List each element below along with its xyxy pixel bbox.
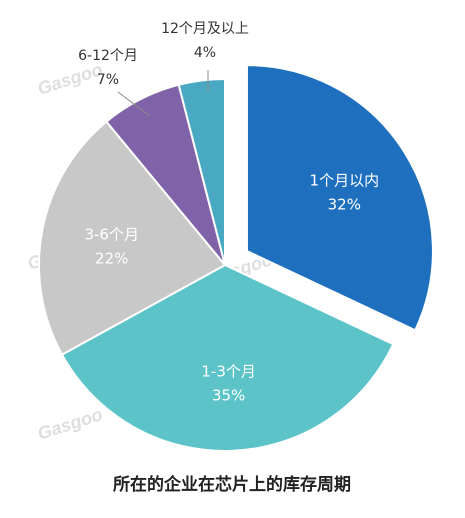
slice-category-label: 12个月及以上 [161,21,249,37]
pie-slice [60,263,395,452]
pie-slice [245,64,434,332]
slice-category-label: 6-12个月 [78,48,138,64]
slice-category-label: 3-6个月 [84,225,139,243]
watermark-text: Gasgoo [35,404,105,444]
slice-value-label: 22% [95,249,128,267]
leader-lines [117,70,209,117]
watermark-text: Gasgoo [35,59,105,99]
slice-value-label: 7% [97,72,119,88]
slice-labels: 1个月以内 32% 1-3个月 35% 3-6个月 22% 6-12个月 7% 12个月及以上 4… [78,21,379,404]
slice-category-label: 1-3个月 [201,362,256,380]
chart-title: 所在的企业在芯片上的库存周期 [113,474,351,495]
slice-value-label: 4% [194,45,216,61]
pie-slice [177,77,226,266]
leader-line [117,91,151,117]
slice-category-label: 1个月以内 [310,171,380,189]
pie-slice [38,120,227,356]
slice-value-label: 35% [212,386,245,404]
pie-slices [38,64,434,452]
slice-value-label: 32% [328,195,361,213]
